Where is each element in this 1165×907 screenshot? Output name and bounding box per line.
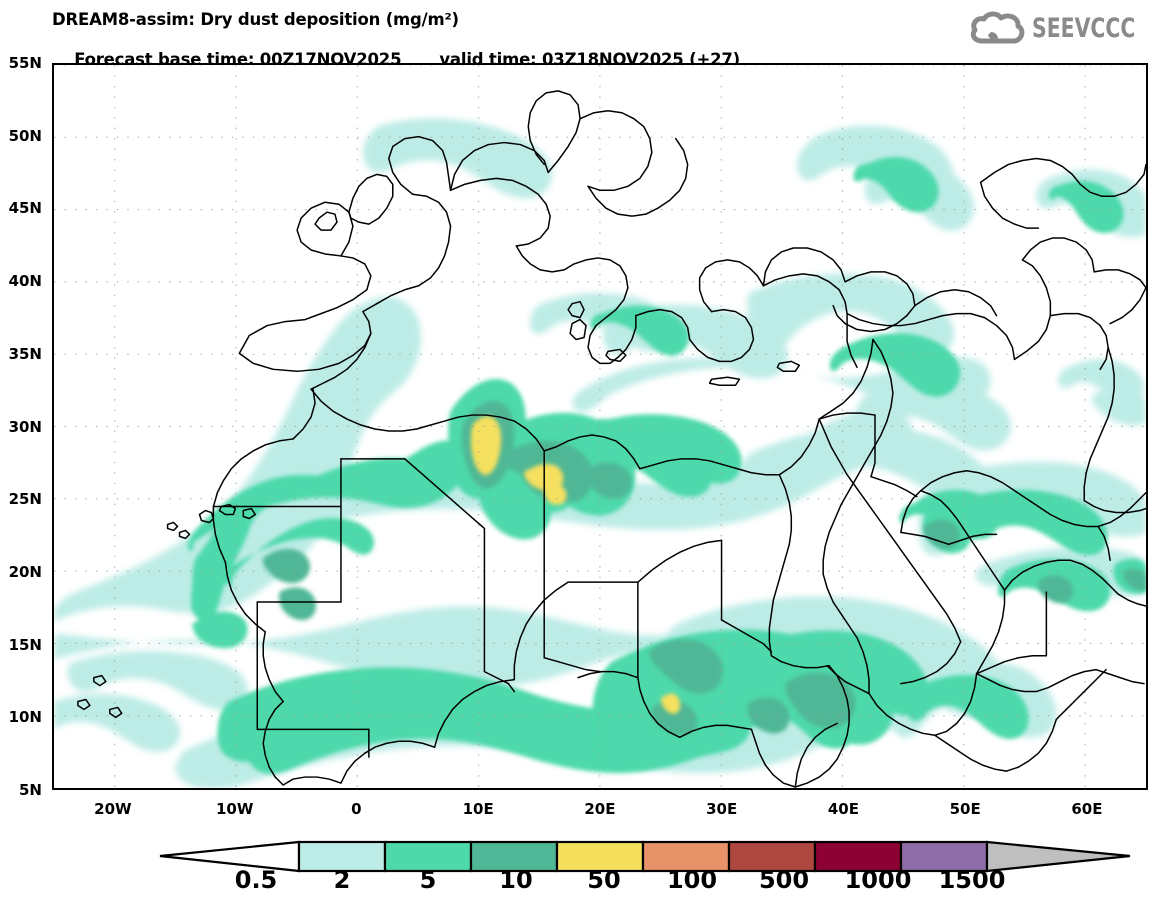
axis-label-y-30n: 30N [8,417,42,436]
axis-label-y-20n: 20N [8,562,42,581]
axis-label-x-50e: 50E [949,800,981,818]
axis-label-y-10n: 10N [8,708,42,727]
tick-x-10e [480,788,482,790]
tick-x-60e [1089,788,1091,790]
axis-label-x-20w: 20W [94,800,132,818]
cloud-icon [970,11,1025,44]
colorbar-under-arrow [159,840,301,873]
tick-y-55n [52,65,54,67]
coastlines [77,90,1146,788]
tick-x-0 [358,788,360,790]
axis-label-y-35n: 35N [8,344,42,363]
axis-label-x-40e: 40E [827,800,859,818]
axis-label-x-10e: 10E [462,800,494,818]
tick-y-35n [52,356,54,358]
colorbar-label-6: 500 [758,866,810,894]
header: DREAM8-assim: Dry dust deposition (mg/m²… [0,0,1165,69]
colorbar-label-2: 5 [419,866,437,894]
colorbar-swatch-7 [899,840,989,873]
colorbar-swatch-4 [641,840,731,873]
map-plot: 55N 50N 45N 40N 35N 30N 25N 20N 15N 10N … [9,54,1148,818]
axis-label-y-15n: 15N [8,635,42,654]
map-frame [52,63,1148,790]
axis-label-y-55n: 55N [8,54,42,72]
tick-y-40n [52,283,54,285]
tick-y-10n [52,719,54,721]
colorbar: 0.5 2 5 10 50 100 500 1000 1500 [0,838,1165,904]
axis-label-x-0: 0 [351,800,362,818]
tick-x-20w [115,788,117,790]
colorbar-over-arrow [985,840,1131,873]
axis-label-y-45n: 45N [8,199,42,218]
axis-label-y-25n: 25N [8,490,42,509]
colorbar-label-4: 50 [587,866,621,894]
axis-label-x-20e: 20E [584,800,616,818]
tick-y-45n [52,210,54,212]
axis-label-x-10w: 10W [215,800,254,818]
tick-y-50n [52,138,54,140]
tick-y-30n [52,429,54,431]
colorbar-label-7: 1000 [844,866,912,894]
tick-x-20e [602,788,604,790]
colorbar-label-8: 1500 [938,866,1006,894]
colorbar-label-3: 10 [499,866,533,894]
colorbar-label-5: 100 [666,866,718,894]
tick-x-40e [845,788,847,790]
colorbar-swatch-6 [813,840,903,873]
tick-x-10w [237,788,239,790]
axis-label-y-40n: 40N [8,272,42,291]
page-title: DREAM8-assim: Dry dust deposition (mg/m²… [52,10,459,29]
tick-y-15n [52,647,54,649]
axis-label-y-50n: 50N [8,126,42,145]
axis-label-y-5n: 5N [19,781,42,799]
colorbar-label-1: 2 [333,866,351,894]
dust-deposition-map [54,65,1146,788]
logo-text: SEEVCCC [1032,12,1136,44]
colorbar-label-0: 0.5 [234,866,278,894]
tick-y-20n [52,574,54,576]
tick-x-30e [724,788,726,790]
tick-x-50e [967,788,969,790]
axis-label-x-30e: 30E [706,800,738,818]
axis-label-x-60e: 60E [1071,800,1103,818]
colorbar-swatch-2 [469,840,559,873]
colorbar-swatch-3 [555,840,645,873]
seevccc-logo: SEEVCCC [969,8,1155,48]
colorbar-swatch-1 [383,840,473,873]
colorbar-swatches [159,840,1131,873]
tick-y-25n [52,501,54,503]
